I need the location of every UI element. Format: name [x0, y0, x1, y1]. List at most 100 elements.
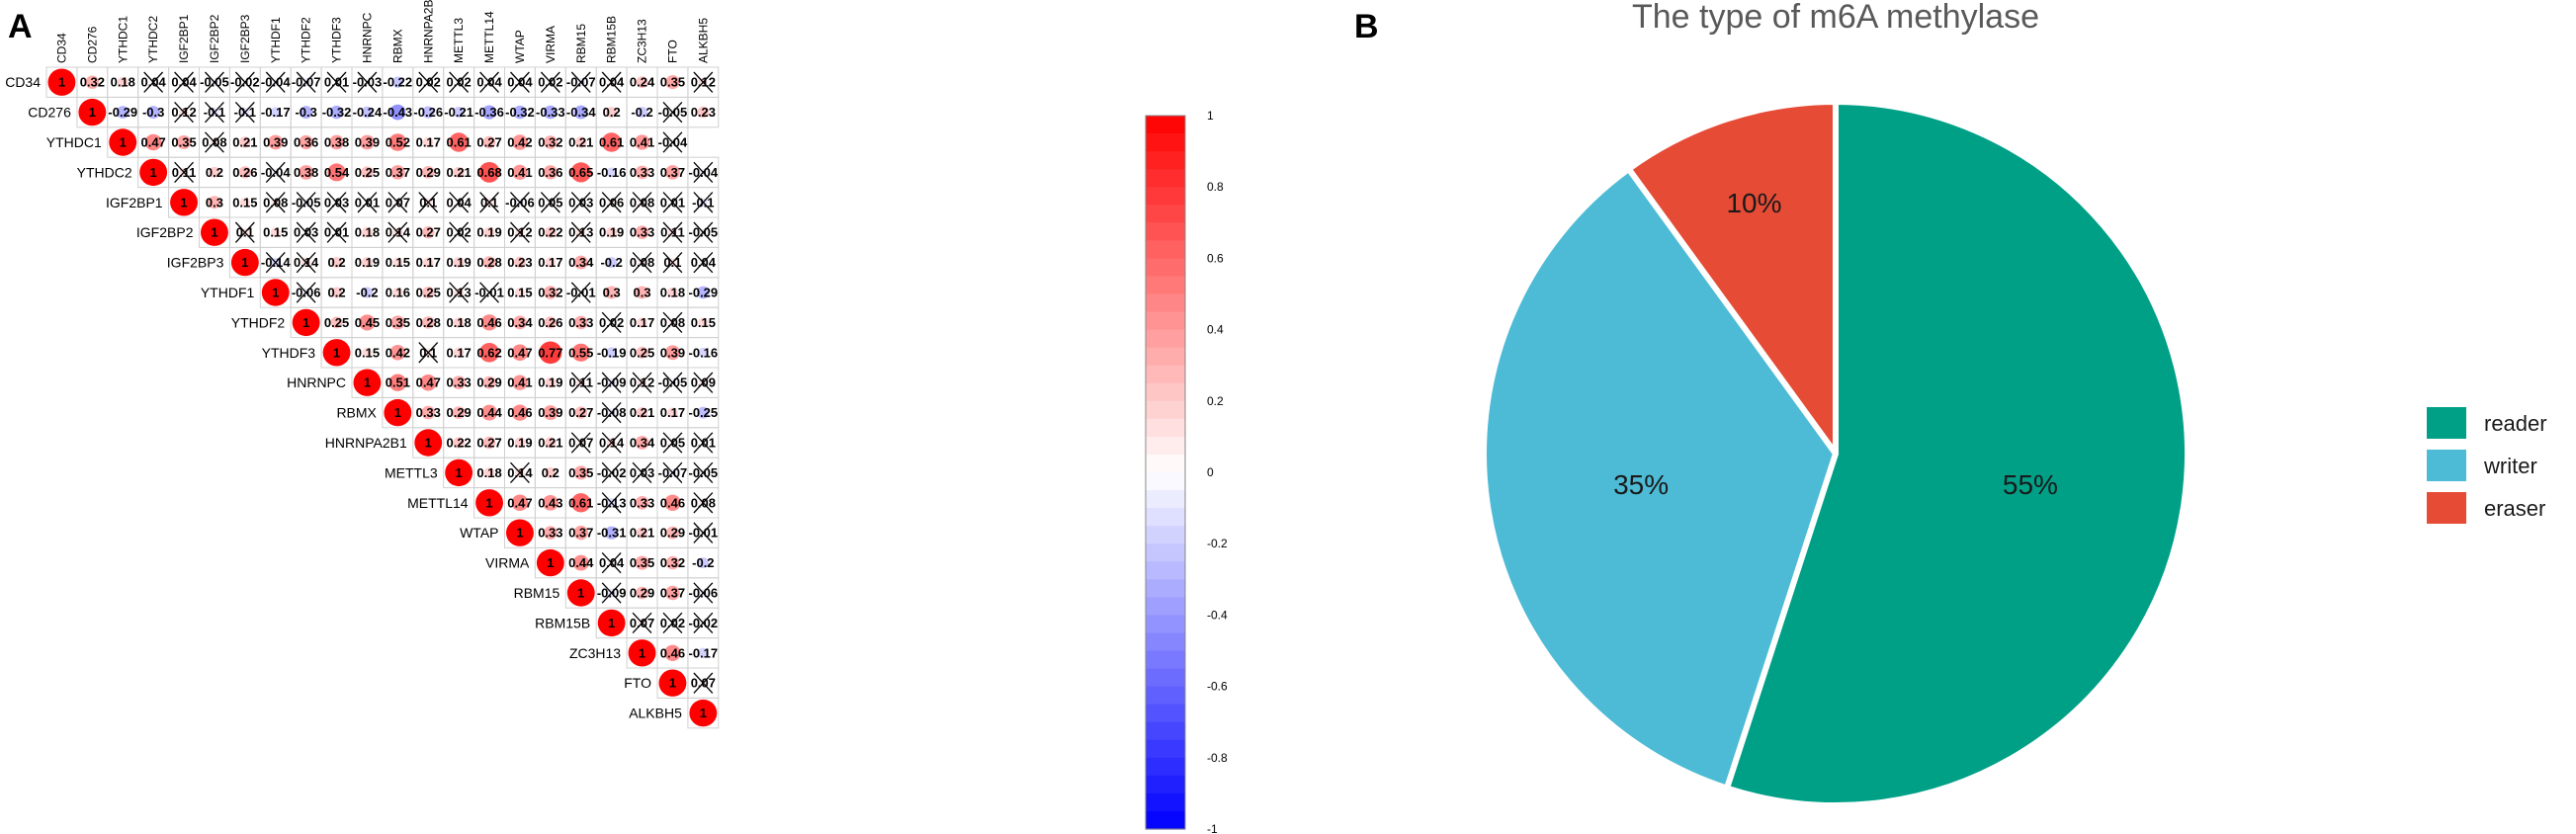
colorbar-step: [1146, 508, 1185, 527]
corr-value: 0.34: [630, 436, 655, 451]
nonsig-cross: [601, 372, 622, 393]
corr-value: 0.04: [599, 75, 625, 90]
corr-ellipse: [419, 374, 437, 391]
corr-ellipse: [452, 375, 467, 390]
corr-ellipse: [635, 555, 649, 570]
corr-value: 0.77: [538, 345, 562, 360]
corr-value: 1: [89, 105, 96, 120]
corr-value: 0.61: [446, 135, 471, 150]
corr-value: 0.34: [507, 315, 533, 330]
nonsig-cross: [601, 71, 622, 93]
corr-ellipse: [606, 107, 618, 119]
corr-value: 0.41: [507, 165, 532, 180]
corr-value: 0.32: [538, 135, 562, 150]
corr-ellipse: [571, 343, 590, 362]
corr-value: 0.37: [660, 165, 685, 180]
corr-value: 0.27: [476, 135, 501, 150]
corr-value: 0.21: [630, 526, 654, 541]
corr-ellipse: [665, 585, 680, 601]
corr-value: 1: [516, 526, 523, 541]
corr-value: 0.34: [568, 255, 594, 270]
corr-value: 1: [58, 75, 65, 90]
corr-ellipse: [480, 404, 498, 421]
corr-value: 0.22: [446, 436, 471, 451]
corr-value: 0.08: [660, 315, 685, 330]
corr-ellipse: [606, 226, 618, 238]
column-label: ZC3H13: [636, 19, 649, 63]
corr-value: 0.3: [634, 286, 651, 300]
colorbar-step: [1146, 311, 1185, 331]
nonsig-cross: [693, 612, 714, 634]
nonsig-cross: [234, 221, 255, 243]
corr-value: 0.08: [630, 195, 654, 209]
corr-ellipse: [664, 494, 681, 511]
corr-ellipse: [573, 465, 588, 480]
corr-value: 0.01: [660, 195, 685, 209]
colorbar-tick: 0.2: [1207, 394, 1224, 408]
grid-cell: [687, 697, 720, 729]
corr-ellipse: [539, 341, 562, 365]
corr-value: -0.26: [413, 105, 443, 120]
corr-ellipse: [512, 164, 528, 181]
corr-value: 0.36: [538, 165, 562, 180]
corr-value: 0.55: [568, 345, 593, 360]
corr-ellipse: [601, 132, 622, 152]
corr-value: -0.04: [261, 165, 291, 180]
nonsig-cross: [479, 282, 499, 303]
corr-value: -0.02: [230, 75, 260, 90]
nonsig-cross: [205, 131, 224, 153]
corr-value: 1: [577, 586, 584, 601]
corr-ellipse: [384, 398, 412, 427]
corr-value: 0.29: [416, 165, 441, 180]
corr-ellipse: [421, 316, 435, 329]
corr-value: 0.42: [386, 345, 410, 360]
corr-value: 0.51: [386, 375, 410, 390]
corr-ellipse: [606, 257, 618, 269]
corr-ellipse: [390, 315, 405, 330]
row-label: YTHDF3: [262, 345, 316, 361]
corr-value: 0.33: [630, 165, 654, 180]
corr-ellipse: [238, 166, 252, 179]
corr-ellipse: [514, 288, 526, 297]
column-label: FTO: [665, 40, 679, 63]
pie-title: The type of m6A methylase: [1632, 0, 2039, 36]
corr-value: 0.02: [660, 616, 685, 630]
corr-ellipse: [544, 135, 558, 149]
nonsig-cross: [662, 461, 683, 484]
corr-value: 0.61: [599, 135, 624, 150]
row-label: RBMX: [336, 405, 377, 421]
corr-value: -0.02: [689, 616, 719, 630]
corr-value: -0.32: [505, 105, 535, 120]
corr-ellipse: [361, 287, 374, 298]
corr-value: -0.08: [597, 405, 627, 420]
corr-value: 0.26: [232, 165, 257, 180]
corr-value: 0.38: [294, 165, 318, 180]
corr-value: 0.45: [355, 315, 380, 330]
corr-ellipse: [512, 375, 528, 390]
corr-value: 0.17: [416, 255, 441, 270]
nonsig-cross: [570, 71, 591, 93]
corr-ellipse: [512, 134, 528, 150]
corr-value: 0.05: [660, 436, 685, 451]
colorbar-step: [1146, 222, 1185, 241]
corr-ellipse: [117, 76, 129, 88]
corr-value: 0.01: [324, 75, 349, 90]
corr-ellipse: [330, 257, 343, 269]
corr-value: -0.14: [261, 255, 291, 270]
nonsig-cross: [693, 672, 714, 694]
panel-b-label: B: [1354, 8, 1379, 45]
corr-ellipse: [544, 286, 558, 299]
corr-ellipse: [362, 347, 373, 358]
corr-value: -0.2: [356, 286, 378, 300]
corr-ellipse: [667, 407, 678, 418]
corr-ellipse: [392, 257, 403, 268]
row-label: IGF2BP3: [167, 255, 224, 271]
corr-value: 0.46: [476, 315, 501, 330]
colorbar-step: [1146, 615, 1185, 634]
nonsig-cross: [174, 161, 194, 184]
corr-ellipse: [689, 699, 718, 727]
corr-value: 0.18: [111, 75, 135, 90]
corr-value: 0.47: [140, 135, 165, 150]
row-label: YTHDC2: [77, 164, 132, 180]
corr-ellipse: [511, 344, 529, 362]
